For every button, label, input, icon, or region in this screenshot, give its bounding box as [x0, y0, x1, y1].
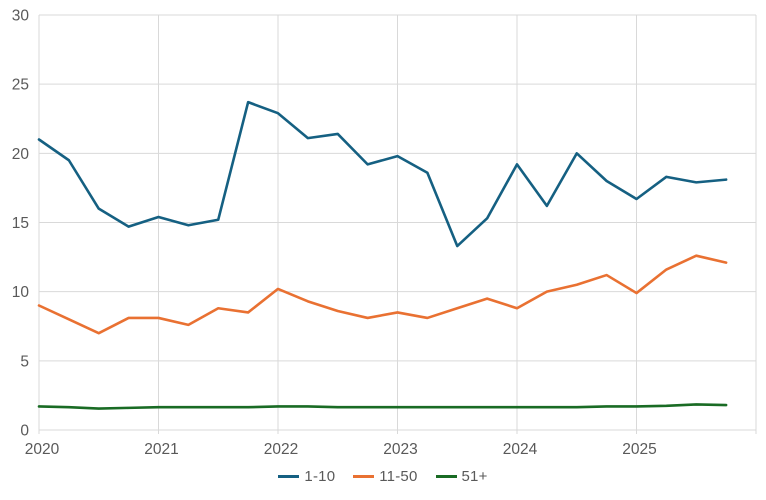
x-axis-tick-label: 2021 — [144, 441, 178, 458]
y-axis-tick-label: 30 — [12, 8, 30, 25]
y-axis-tick-label: 25 — [12, 77, 29, 94]
legend-item-51plus: 51+ — [435, 468, 488, 485]
legend-item-11-50: 11-50 — [353, 468, 417, 485]
x-axis-tick-label: 2025 — [622, 441, 656, 458]
y-axis-tick-label: 20 — [12, 146, 30, 163]
y-axis-tick-label: 0 — [20, 423, 29, 440]
legend-item-1-10: 1-10 — [278, 468, 335, 485]
legend: 1-10 11-50 51+ — [0, 468, 766, 485]
x-axis-tick-label: 2024 — [503, 441, 538, 458]
legend-marker-1-10 — [278, 475, 300, 478]
x-axis-tick-label: 2023 — [383, 441, 417, 458]
series-line-1-10 — [37, 100, 728, 248]
legend-marker-51plus — [435, 475, 457, 478]
x-axis-tick-label: 2020 — [25, 441, 60, 458]
series-line-51+ — [37, 403, 728, 410]
legend-label-1-10: 1-10 — [304, 468, 336, 485]
y-axis-tick-label: 10 — [12, 284, 30, 301]
legend-marker-11-50 — [353, 475, 375, 478]
legend-label-51plus: 51+ — [461, 468, 488, 485]
y-axis-tick-label: 5 — [20, 353, 29, 370]
series-line-11-50 — [37, 254, 728, 335]
y-axis-tick-label: 15 — [12, 215, 29, 232]
x-axis-tick-label: 2022 — [264, 441, 298, 458]
legend-label-11-50: 11-50 — [379, 468, 418, 485]
